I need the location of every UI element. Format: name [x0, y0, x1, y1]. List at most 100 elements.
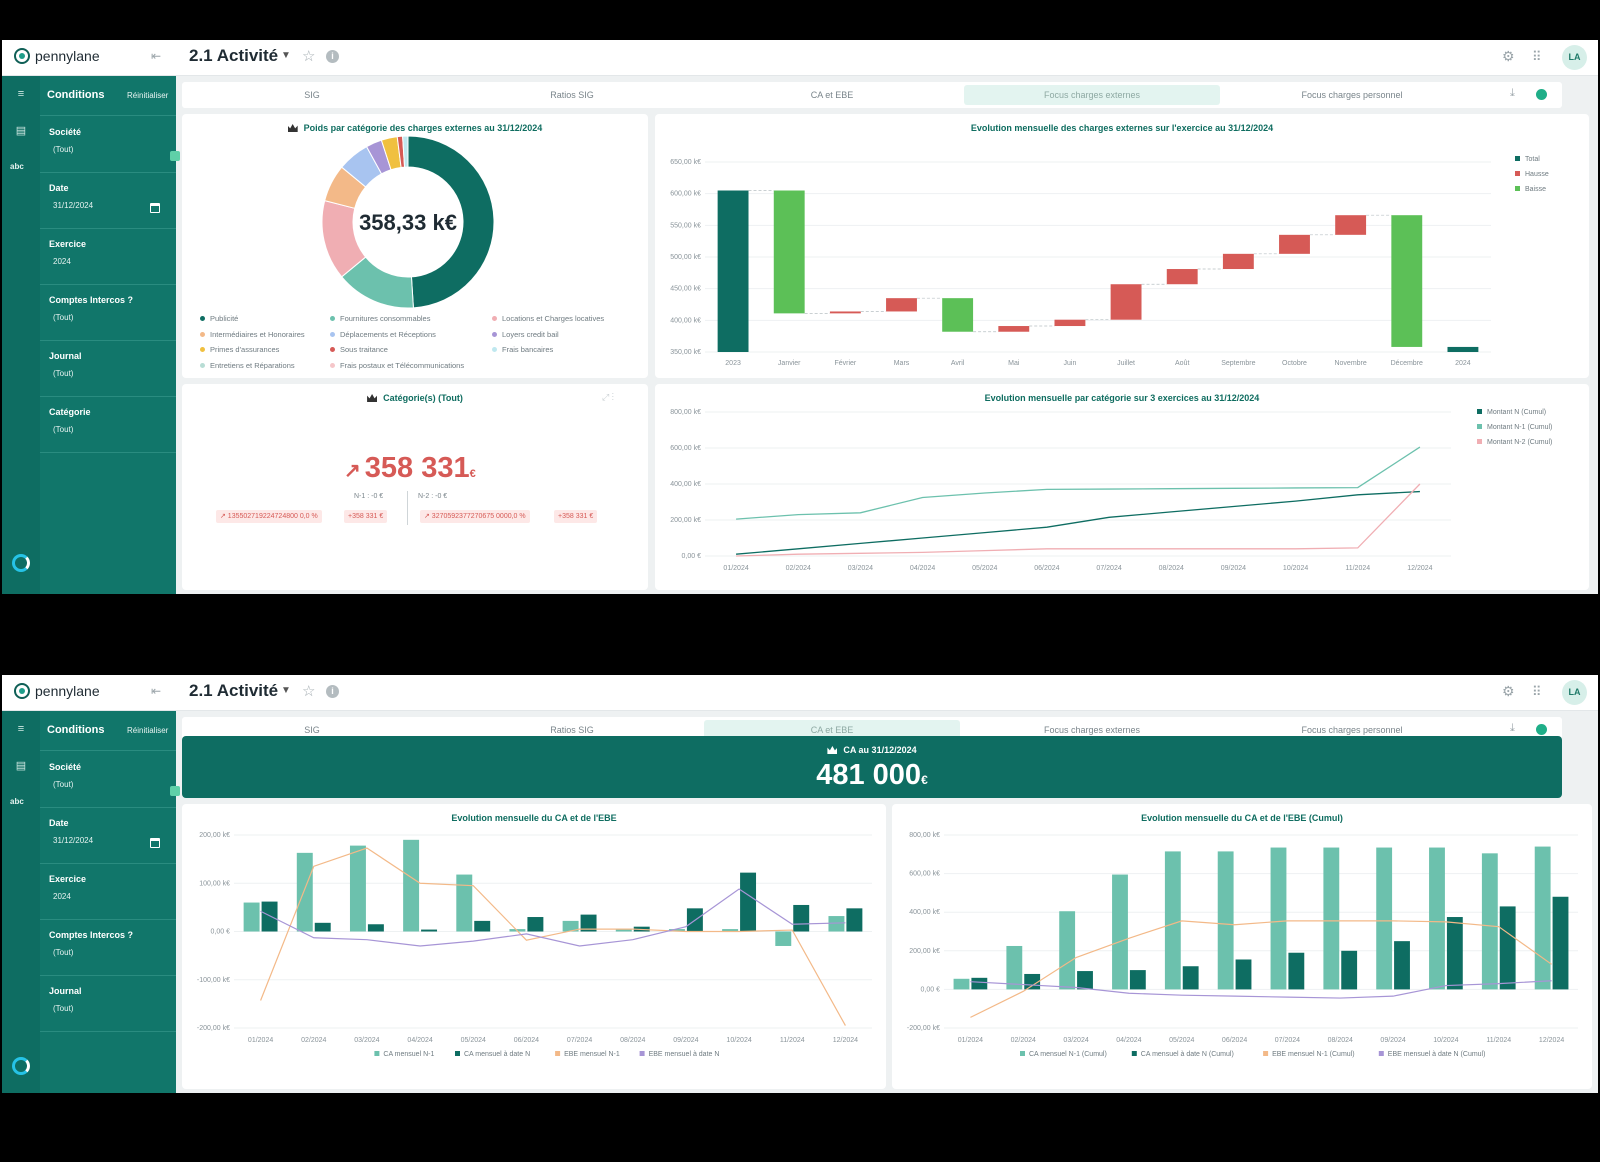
filter-comptes-intercos[interactable]: Comptes Intercos ? (Tout) [40, 285, 176, 341]
legend-item[interactable]: Entretiens et Réparations [200, 361, 295, 370]
waterfall-bar [886, 298, 917, 312]
tab-ratios-sig[interactable]: Ratios SIG [550, 90, 594, 100]
calendar-icon[interactable] [150, 203, 160, 213]
star-icon[interactable]: ☆ [302, 683, 316, 700]
legend-item[interactable]: Locations et Charges locatives [492, 314, 604, 323]
tab-sig[interactable]: SIG [304, 90, 320, 100]
filter-categorie[interactable]: Catégorie (Tout) [40, 397, 176, 453]
comment-icon[interactable]: ▤ [15, 760, 27, 772]
avatar[interactable]: LA [1562, 45, 1587, 70]
legend-swatch [1378, 1051, 1384, 1056]
filter-journal[interactable]: Journal (Tout) [40, 341, 176, 397]
filter-date[interactable]: Date 31/12/2024 [40, 173, 176, 229]
tab-sig[interactable]: SIG [304, 725, 320, 735]
top-bar: pennylane ⇤ 2.1 Activité ▼ ☆ i ⚙ ⠿ LA [2, 40, 1598, 76]
panel-handle-icon[interactable] [170, 151, 180, 161]
apps-grid-icon[interactable]: ⠿ [1532, 49, 1541, 64]
info-icon[interactable]: i [326, 685, 339, 698]
x-tick-label: Novembre [1334, 360, 1366, 367]
tab-focus-charges-externes[interactable]: Focus charges externes [964, 85, 1220, 105]
x-tick-label: 12/2024 [1407, 565, 1432, 572]
waterfall-chart[interactable]: 650,00 k€ 600,00 k€ 550,00 k€ 500,00 k€ 450,… [655, 114, 1589, 378]
filter-exercice[interactable]: Exercice 2024 [40, 229, 176, 285]
abc-icon[interactable]: abc [10, 162, 24, 171]
chevron-down-icon[interactable]: ▼ [281, 685, 291, 696]
page-title[interactable]: 2.1 Activité [189, 46, 279, 65]
play-icon[interactable] [1536, 89, 1547, 100]
filter-date[interactable]: Date 31/12/2024 [40, 808, 176, 864]
x-tick-label: Juin [1064, 360, 1077, 367]
star-icon[interactable]: ☆ [302, 48, 316, 65]
filter-value[interactable]: (Tout) [53, 780, 74, 789]
expand-icon[interactable]: ⤢ ⋮ [602, 392, 614, 402]
monthly-cumul-chart[interactable]: 800,00 k€ 600,00 k€ 400,00 k€ 200,00 k€ 0,00… [892, 804, 1592, 1089]
filter-value[interactable]: (Tout) [53, 369, 74, 378]
series-line [260, 847, 846, 1026]
comment-icon[interactable]: ▤ [15, 125, 27, 137]
series-bar [580, 914, 597, 932]
legend-label: CA mensuel N-1 (Cumul) [1029, 1051, 1107, 1058]
filter-icon[interactable]: ≡ [17, 723, 25, 735]
date-input[interactable]: 31/12/2024 [53, 201, 94, 210]
legend-swatch [1515, 171, 1520, 176]
tab-focus-charges-personnel[interactable]: Focus charges personnel [1301, 90, 1403, 100]
tab-focus-charges-personnel[interactable]: Focus charges personnel [1301, 725, 1403, 735]
filter-journal[interactable]: Journal (Tout) [40, 976, 176, 1032]
panel-handle-icon[interactable] [170, 786, 180, 796]
legend-item[interactable]: Fournitures consommables [330, 314, 430, 323]
donut-chart[interactable]: 358,33 k€ [182, 114, 648, 314]
filter-value[interactable]: (Tout) [53, 145, 74, 154]
gear-icon[interactable]: ⚙ [1502, 683, 1515, 699]
sidebar-collapse-icon[interactable]: ⇤ [150, 49, 162, 63]
filter-value[interactable]: (Tout) [53, 948, 74, 957]
download-icon[interactable]: ⤓ [1510, 87, 1515, 99]
filter-value[interactable]: (Tout) [53, 425, 74, 434]
legend-item[interactable]: Sous traitance [330, 345, 388, 354]
sidebar-collapse-icon[interactable]: ⇤ [150, 684, 162, 698]
monthly-chart[interactable]: 200,00 k€ 100,00 k€ 0,00 € -100,00 k€ -200,0… [182, 804, 886, 1089]
info-icon[interactable]: i [326, 50, 339, 63]
icon-rail: ≡ ▤ abc [2, 711, 40, 1093]
apps-grid-icon[interactable]: ⠿ [1532, 684, 1541, 699]
chevron-down-icon[interactable]: ▼ [281, 50, 291, 61]
filter-societe[interactable]: Société (Tout) [40, 752, 176, 808]
filter-icon[interactable]: ≡ [17, 88, 25, 100]
brand-name: pennylane [35, 48, 100, 64]
brand[interactable]: pennylane [14, 683, 100, 699]
legend-item[interactable]: Loyers credit bail [492, 330, 559, 339]
download-icon[interactable]: ⤓ [1510, 722, 1515, 734]
abc-icon[interactable]: abc [10, 797, 24, 806]
gear-icon[interactable]: ⚙ [1502, 48, 1515, 64]
filter-societe[interactable]: Société (Tout) [40, 117, 176, 173]
filter-exercice[interactable]: Exercice 2024 [40, 864, 176, 920]
legend-item[interactable]: Frais postaux et Télécommunications [330, 361, 464, 370]
filter-value[interactable]: 2024 [53, 892, 71, 901]
tab-ca-ebe[interactable]: CA et EBE [810, 90, 854, 100]
legend-item[interactable]: Primes d'assurances [200, 345, 279, 354]
tab-focus-charges-externes[interactable]: Focus charges externes [1043, 725, 1141, 735]
tab-ca-ebe[interactable]: CA et EBE [704, 720, 960, 740]
calendar-icon[interactable] [150, 838, 160, 848]
cumul3-chart[interactable]: 800,00 k€ 600,00 k€ 400,00 k€ 200,00 k€ 0,00… [655, 384, 1589, 590]
legend-item[interactable]: Publicité [200, 314, 238, 323]
filter-value[interactable]: (Tout) [53, 1004, 74, 1013]
crown-icon [367, 394, 378, 402]
legend-item[interactable]: Déplacements et Réceptions [330, 330, 436, 339]
avatar[interactable]: LA [1562, 680, 1587, 705]
reset-button[interactable]: Réinitialiser [127, 726, 169, 735]
legend-item[interactable]: Frais bancaires [492, 345, 553, 354]
date-input[interactable]: 31/12/2024 [53, 836, 94, 845]
play-icon[interactable] [1536, 724, 1547, 735]
tab-ratios-sig[interactable]: Ratios SIG [550, 725, 594, 735]
legend-item[interactable]: Intermédiaires et Honoraires [200, 330, 305, 339]
filter-value[interactable]: 2024 [53, 257, 71, 266]
filter-value[interactable]: (Tout) [53, 313, 74, 322]
legend-swatch [492, 347, 497, 352]
y-tick-label: 550,00 k€ [670, 222, 701, 229]
page-title[interactable]: 2.1 Activité [189, 681, 279, 700]
filter-comptes-intercos[interactable]: Comptes Intercos ? (Tout) [40, 920, 176, 976]
series-bar [296, 852, 313, 932]
brand[interactable]: pennylane [14, 48, 100, 64]
reset-button[interactable]: Réinitialiser [127, 91, 169, 100]
series-line [260, 888, 846, 947]
